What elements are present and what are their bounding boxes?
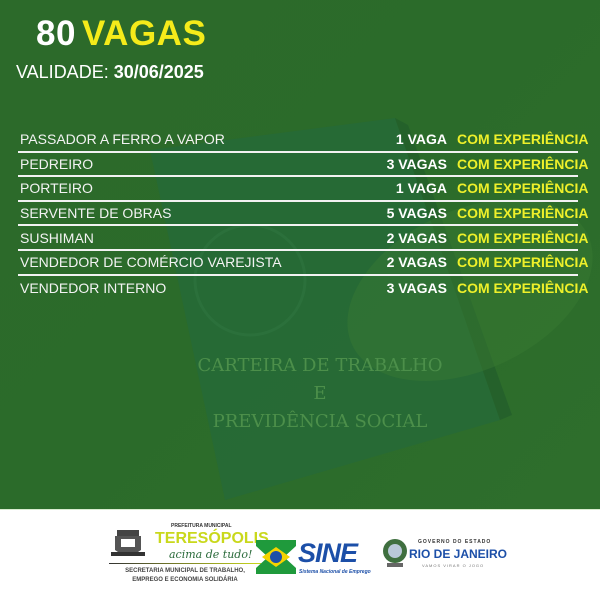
job-requirement: COM EXPERIÊNCIA	[457, 155, 589, 172]
job-quantity: 5 VAGAS	[386, 205, 447, 222]
job-row: PORTEIRO 1 VAGA COM EXPERIÊNCIA	[18, 177, 589, 202]
background-booklet-image	[150, 118, 593, 500]
rj-name: RIO DE JANEIRO	[409, 547, 508, 561]
vacancy-count: 80	[36, 14, 76, 53]
rj-small: GOVERNO DO ESTADO	[418, 539, 492, 545]
sine-name: SINE	[298, 538, 358, 568]
validity-date: 30/06/2025	[113, 62, 204, 82]
divider	[109, 563, 261, 564]
job-role: VENDEDOR INTERNO	[20, 279, 167, 296]
job-list: PASSADOR A FERRO A VAPOR 1 VAGA COM EXPERI…	[18, 128, 589, 301]
job-row: VENDEDOR INTERNO 3 VAGAS COM EXPERIÊNCIA	[18, 276, 589, 301]
job-requirement: COM EXPERIÊNCIA	[457, 229, 589, 246]
brazil-flag-icon	[256, 540, 296, 574]
job-row: SERVENTE DE OBRAS 5 VAGAS COM EXPERIÊNCIA	[18, 202, 589, 227]
booklet-cover-text: CARTEIRA DE TRABALHO E PREVIDÊNCIA SOCIA…	[190, 352, 450, 436]
job-quantity: 1 VAGA	[395, 131, 447, 148]
job-role: VENDEDOR DE COMÉRCIO VAREJISTA	[20, 254, 282, 271]
secretaria: SECRETARIA MUNICIPAL DE TRABALHO, EMPREG…	[105, 567, 265, 585]
validity: VALIDADE: 30/06/2025	[16, 61, 204, 83]
job-requirement: COM EXPERIÊNCIA	[457, 279, 589, 296]
job-quantity: 2 VAGAS	[386, 254, 447, 271]
sine-subtitle: Sistema Nacional de Emprego	[299, 569, 371, 575]
job-row: PASSADOR A FERRO A VAPOR 1 VAGA COM EXPERI…	[18, 128, 589, 153]
job-quantity: 1 VAGA	[395, 180, 447, 197]
secretaria-line-2: EMPREGO E ECONOMIA SOLIDÁRIA	[132, 577, 238, 583]
job-quantity: 2 VAGAS	[386, 229, 447, 246]
job-role: SUSHIMAN	[20, 229, 94, 246]
job-role: PASSADOR A FERRO A VAPOR	[20, 131, 225, 148]
job-quantity: 3 VAGAS	[386, 279, 447, 296]
job-role: PEDREIRO	[20, 155, 94, 172]
teresopolis-small: PREFEITURA MUNICIPAL	[171, 523, 232, 529]
state-coat-of-arms-icon	[383, 539, 407, 567]
teresopolis-name: TERESÓPOLIS	[155, 530, 269, 547]
city-crest-icon	[111, 530, 145, 556]
sine-logo: SINE Sistema Nacional de Emprego	[256, 538, 376, 580]
vacancy-word: VAGAS	[81, 14, 207, 53]
job-row: VENDEDOR DE COMÉRCIO VAREJISTA 2 VAGAS COM…	[18, 251, 589, 276]
teresopolis-logo: PREFEITURA MUNICIPAL TERESÓPOLIS acima d…	[105, 522, 269, 592]
job-role: SERVENTE DE OBRAS	[20, 205, 172, 222]
footer-logos: PREFEITURA MUNICIPAL TERESÓPOLIS acima d…	[0, 509, 600, 600]
headline: 80 VAGAS	[36, 14, 206, 54]
rj-tagline: VAMOS VIRAR O JOGO	[422, 563, 485, 568]
job-requirement: COM EXPERIÊNCIA	[457, 131, 589, 148]
booklet-text-2: E	[313, 383, 327, 404]
teresopolis-slogan: acima de tudo!	[169, 548, 253, 561]
rio-de-janeiro-logo: GOVERNO DO ESTADO RIO DE JANEIRO VAMOS V…	[382, 536, 507, 572]
job-requirement: COM EXPERIÊNCIA	[457, 180, 589, 197]
job-row: SUSHIMAN 2 VAGAS COM EXPERIÊNCIA	[18, 226, 589, 251]
job-quantity: 3 VAGAS	[386, 155, 447, 172]
job-requirement: COM EXPERIÊNCIA	[457, 205, 589, 222]
booklet-text-3: PREVIDÊNCIA SOCIAL	[212, 411, 428, 432]
booklet-text-1: CARTEIRA DE TRABALHO	[197, 355, 443, 376]
hero-section: CARTEIRA DE TRABALHO E PREVIDÊNCIA SOCIA…	[0, 0, 600, 509]
job-role: PORTEIRO	[20, 180, 93, 197]
job-requirement: COM EXPERIÊNCIA	[457, 254, 589, 271]
secretaria-line-1: SECRETARIA MUNICIPAL DE TRABALHO,	[125, 568, 245, 574]
validity-label: VALIDADE:	[16, 62, 109, 82]
job-row: PEDREIRO 3 VAGAS COM EXPERIÊNCIA	[18, 153, 589, 178]
